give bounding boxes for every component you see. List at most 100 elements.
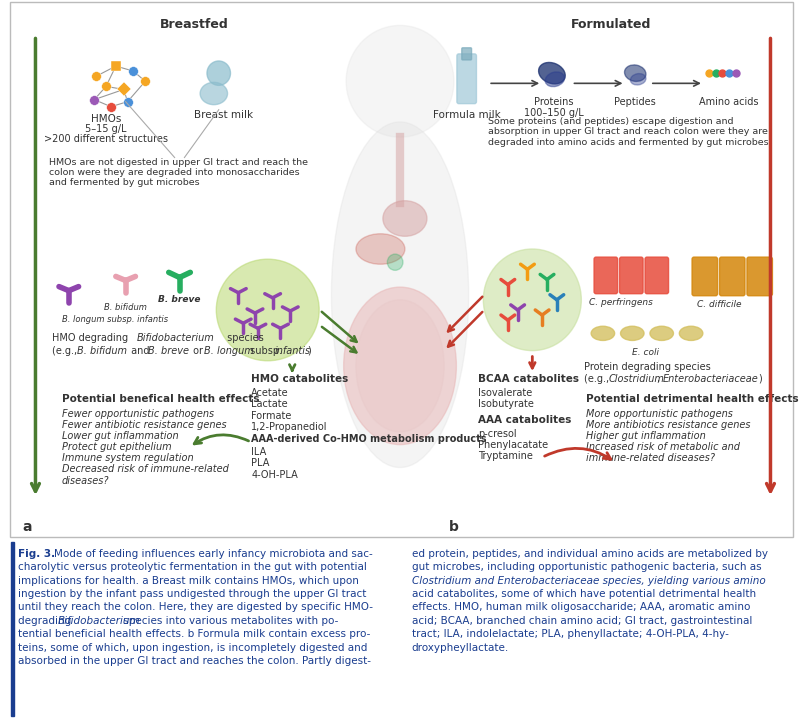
Ellipse shape <box>538 62 565 84</box>
Ellipse shape <box>216 259 318 361</box>
Text: ILA: ILA <box>251 447 266 457</box>
FancyBboxPatch shape <box>593 257 617 294</box>
Text: ed protein, peptides, and individual amino acids are metabolized by: ed protein, peptides, and individual ami… <box>411 549 767 559</box>
Text: 4-OH-PLA: 4-OH-PLA <box>251 469 298 479</box>
Text: teins, some of which, upon ingestion, is incompletely digested and: teins, some of which, upon ingestion, is… <box>18 643 367 653</box>
Text: Proteins
100–150 g/L: Proteins 100–150 g/L <box>524 97 583 118</box>
FancyBboxPatch shape <box>719 257 744 296</box>
Text: Protect gut epithelium: Protect gut epithelium <box>62 442 172 452</box>
Text: a: a <box>22 521 32 534</box>
Text: C. difficile: C. difficile <box>696 300 741 309</box>
Text: effects. HMO, human milk oligosaccharide; AAA, aromatic amino: effects. HMO, human milk oligosaccharide… <box>411 602 749 612</box>
Ellipse shape <box>624 65 645 82</box>
Ellipse shape <box>483 249 581 351</box>
Text: PLA: PLA <box>251 458 269 469</box>
Text: C. perfringens: C. perfringens <box>588 298 652 307</box>
Circle shape <box>346 25 453 137</box>
Text: B. longum: B. longum <box>204 346 253 356</box>
Text: Fewer antibiotic resistance genes: Fewer antibiotic resistance genes <box>62 420 226 429</box>
Text: Isobutyrate: Isobutyrate <box>478 399 533 409</box>
Text: B. bifidum: B. bifidum <box>104 303 147 312</box>
Text: species into various metabolites with po-: species into various metabolites with po… <box>119 616 338 626</box>
Text: Tryptamine: Tryptamine <box>478 451 533 461</box>
Text: and: and <box>128 346 152 356</box>
Ellipse shape <box>355 234 404 264</box>
Text: Breastfed: Breastfed <box>160 18 229 31</box>
Text: degrading: degrading <box>18 616 75 626</box>
Text: Clostridium: Clostridium <box>608 374 664 384</box>
Text: Peptides: Peptides <box>614 97 655 106</box>
Text: AAA catabolites: AAA catabolites <box>478 415 571 424</box>
Circle shape <box>387 254 403 270</box>
Text: Protein degrading species: Protein degrading species <box>584 362 710 372</box>
Text: Higher gut inflammation: Higher gut inflammation <box>585 431 705 441</box>
Ellipse shape <box>355 300 444 432</box>
FancyBboxPatch shape <box>456 54 476 103</box>
Text: More antibiotics resistance genes: More antibiotics resistance genes <box>585 420 750 429</box>
Text: E. coli: E. coli <box>630 348 658 356</box>
Text: droxypheyllactate.: droxypheyllactate. <box>411 643 508 653</box>
Text: Bifidobacterium: Bifidobacterium <box>58 616 140 626</box>
Text: infantis: infantis <box>274 346 310 356</box>
Text: Clostridium and Enterobacteriaceae species, yielding various amino: Clostridium and Enterobacteriaceae speci… <box>411 576 764 586</box>
Text: Lower gut inflammation: Lower gut inflammation <box>62 431 178 441</box>
Text: diseases?: diseases? <box>62 476 109 486</box>
Text: p-cresol: p-cresol <box>478 429 516 439</box>
FancyBboxPatch shape <box>691 257 717 296</box>
Text: Formate: Formate <box>251 411 291 421</box>
Text: Amino acids: Amino acids <box>698 97 757 106</box>
FancyArrowPatch shape <box>31 38 39 492</box>
FancyArrowPatch shape <box>766 38 773 492</box>
Text: acid; BCAA, branched chain amino acid; GI tract, gastrointestinal: acid; BCAA, branched chain amino acid; G… <box>411 616 751 626</box>
Text: Decreased risk of immune-related: Decreased risk of immune-related <box>62 464 229 474</box>
Ellipse shape <box>649 326 673 341</box>
Text: Increased risk of metabolic and: Increased risk of metabolic and <box>585 442 739 452</box>
Text: Lactate: Lactate <box>251 399 287 409</box>
Text: 1,2-Propanediol: 1,2-Propanediol <box>251 422 327 432</box>
FancyBboxPatch shape <box>644 257 668 294</box>
Text: B. breve: B. breve <box>158 295 200 304</box>
Circle shape <box>207 61 230 85</box>
FancyBboxPatch shape <box>461 48 471 60</box>
Text: Formulated: Formulated <box>570 18 650 31</box>
Ellipse shape <box>620 326 643 341</box>
Bar <box>11 542 14 716</box>
Text: HMO catabolites: HMO catabolites <box>251 374 348 384</box>
Text: HMOs are not digested in upper GI tract and reach the
colon were they are degrad: HMOs are not digested in upper GI tract … <box>49 158 308 187</box>
Text: Mode of feeding influences early infancy microbiota and sac-: Mode of feeding influences early infancy… <box>54 549 372 559</box>
Text: Immune system regulation: Immune system regulation <box>62 453 193 463</box>
Text: subsp.: subsp. <box>247 346 285 356</box>
Ellipse shape <box>200 82 227 105</box>
Text: Potential benefical health effects: Potential benefical health effects <box>62 394 259 404</box>
Ellipse shape <box>678 326 702 341</box>
FancyArrowPatch shape <box>529 356 534 368</box>
Ellipse shape <box>383 201 427 236</box>
FancyArrowPatch shape <box>289 364 294 370</box>
Text: species: species <box>223 333 263 343</box>
Text: B. bifidum: B. bifidum <box>76 346 127 356</box>
Text: Bifidobacterium: Bifidobacterium <box>136 333 214 343</box>
Text: (e.g.,: (e.g., <box>584 374 612 384</box>
Text: ): ) <box>306 346 310 356</box>
Text: Isovalerate: Isovalerate <box>478 388 532 398</box>
Text: absorbed in the upper GI tract and reaches the colon. Partly digest-: absorbed in the upper GI tract and reach… <box>18 656 371 666</box>
Text: acid catabolites, some of which have potential detrimental health: acid catabolites, some of which have pot… <box>411 589 755 599</box>
Text: or: or <box>190 346 206 356</box>
Text: More opportunistic pathogens: More opportunistic pathogens <box>585 408 732 419</box>
Text: >200 different structures: >200 different structures <box>44 134 168 144</box>
Text: ,: , <box>656 374 662 384</box>
Text: Formula milk: Formula milk <box>432 110 500 120</box>
Text: ): ) <box>758 374 762 384</box>
Text: tract; ILA, indolelactate; PLA, phenyllactate; 4-OH-PLA, 4-hy-: tract; ILA, indolelactate; PLA, phenylla… <box>411 629 727 639</box>
Text: charolytic versus proteolytic fermentation in the gut with potential: charolytic versus proteolytic fermentati… <box>18 562 367 572</box>
Text: B. breve: B. breve <box>148 346 189 356</box>
Text: Enterobacteriaceae: Enterobacteriaceae <box>662 374 757 384</box>
Text: Fig. 3.: Fig. 3. <box>18 549 59 559</box>
Text: implications for health. a Breast milk contains HMOs, which upon: implications for health. a Breast milk c… <box>18 576 358 586</box>
Ellipse shape <box>343 287 456 445</box>
Text: (e.g.,: (e.g., <box>52 346 80 356</box>
Text: Potential detrimental health effects: Potential detrimental health effects <box>585 394 798 404</box>
Ellipse shape <box>630 74 645 85</box>
Text: 5–15 g/L: 5–15 g/L <box>85 124 127 134</box>
Text: Fewer opportunistic pathogens: Fewer opportunistic pathogens <box>62 408 214 419</box>
